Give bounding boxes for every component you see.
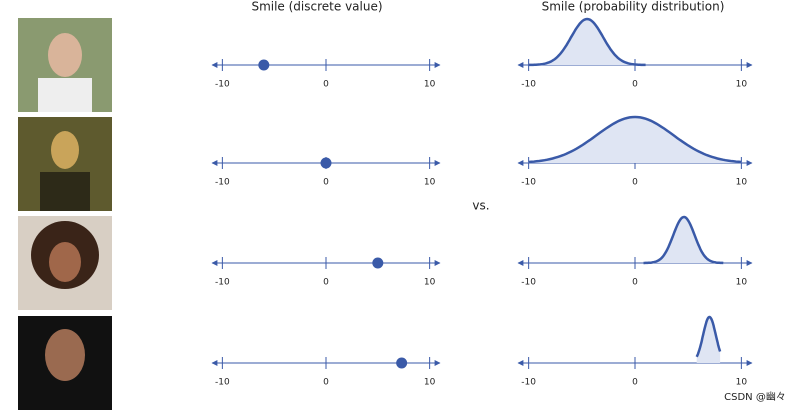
dress: [40, 172, 90, 211]
tick-label: 0: [323, 80, 329, 90]
distribution-curve: [528, 115, 742, 164]
tick-label: -10: [521, 378, 536, 388]
tick-label: 10: [736, 80, 748, 90]
title-distribution: Smile (probability distribution): [542, 0, 725, 14]
tick-label: -10: [521, 80, 536, 90]
tick-label: 0: [323, 178, 329, 188]
watermark: CSDN @幽々: [724, 391, 786, 403]
tick-label: 0: [323, 278, 329, 288]
distribution-area: [528, 19, 646, 65]
distribution-curve: [528, 17, 646, 67]
title-discrete: Smile (discrete value): [251, 0, 382, 14]
tick-label: 10: [424, 80, 436, 90]
tick-label: 10: [424, 378, 436, 388]
distribution-area: [643, 217, 724, 263]
tick-label: 0: [632, 278, 638, 288]
tick-label: 0: [632, 178, 638, 188]
discrete-value: [320, 157, 332, 169]
tick-label: 10: [424, 178, 436, 188]
versus: vs.: [472, 199, 489, 213]
tick-label: -10: [521, 278, 536, 288]
face: [48, 33, 82, 77]
photos: [18, 18, 112, 410]
tick-label: 0: [632, 378, 638, 388]
discrete-value: [372, 257, 384, 269]
tick-label: 10: [736, 378, 748, 388]
tick-label: -10: [215, 378, 230, 388]
tick-label: 0: [323, 378, 329, 388]
distribution-area: [528, 117, 742, 163]
tick-label: 0: [632, 80, 638, 90]
discrete-value: [258, 59, 270, 71]
face: [49, 242, 81, 282]
shirt: [38, 78, 92, 112]
face: [51, 131, 79, 169]
distribution-curve: [695, 315, 722, 358]
tick-label: -10: [521, 178, 536, 188]
discrete-value: [396, 357, 408, 369]
distribution-curve: [643, 215, 724, 265]
tick-label: -10: [215, 80, 230, 90]
tick-label: 10: [736, 178, 748, 188]
tick-label: -10: [215, 278, 230, 288]
face: [45, 329, 85, 381]
tick-label: -10: [215, 178, 230, 188]
tick-label: 10: [736, 278, 748, 288]
tick-label: 10: [424, 278, 436, 288]
